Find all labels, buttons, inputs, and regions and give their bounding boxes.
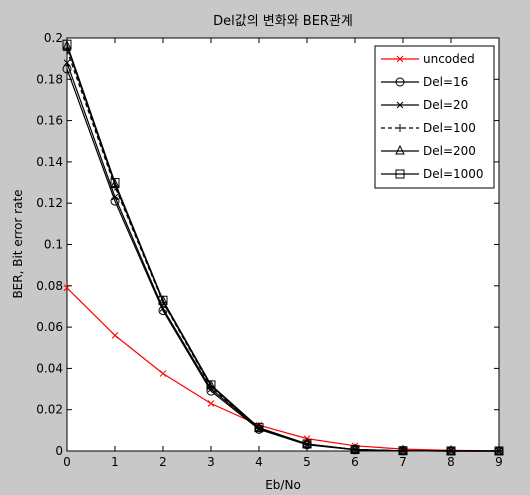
data-point [207,400,215,407]
legend-marker [396,124,404,132]
y-axis-label: BER, Bit error rate [11,189,25,298]
data-point [62,40,72,50]
data-point [159,370,167,377]
series-line [66,44,499,452]
data-point [63,59,71,67]
data-point [494,446,504,456]
legend-entry: uncoded [381,52,475,66]
data-point [446,444,456,455]
data-point [111,332,119,339]
data-point [398,446,408,456]
legend-label: uncoded [423,52,475,66]
y-tick-label: 0.2 [44,31,63,45]
legend-label: Del=200 [423,144,476,158]
y-tick-label: 0.02 [36,403,63,417]
data-point [110,178,120,189]
data-point [63,284,71,292]
x-tick-label: 9 [495,455,503,469]
legend-marker [395,169,405,179]
data-point [158,295,168,305]
data-point [302,439,312,449]
data-point [62,39,72,49]
chart-title: Del값의 변화와 BER관계 [213,14,353,29]
legend: uncoded Del=16 Del=20 Del=100 Del=200 Del=100… [374,45,495,189]
y-tick-label: 0.18 [36,72,63,86]
data-point [62,64,72,74]
x-tick-label: 7 [399,455,407,469]
x-tick-label: 3 [207,455,215,469]
legend-entry: Del=200 [381,144,476,158]
x-tick-label: 1 [111,455,119,469]
axis-ticks: 0 1 2 3 4 5 6 7 8 9 0 0.02 0.04 0.06 0.08 0.1 0.12 0.14 0.… [36,31,503,469]
legend-marker [395,144,405,155]
y-tick-label: 0.16 [36,114,63,128]
data-point [254,421,264,432]
y-tick-label: 0.08 [36,279,63,293]
data-point [494,444,504,455]
data-point [206,380,216,390]
x-tick-label: 0 [63,455,71,469]
data-point [350,443,360,454]
x-tick-label: 5 [303,455,311,469]
x-tick-label: 8 [447,455,455,469]
data-point [110,178,120,188]
x-axis-label: Eb/No [265,478,301,492]
legend-entry: Del=100 [381,121,476,135]
y-tick-label: 0.14 [36,155,63,169]
data-point [254,423,264,433]
data-point [111,193,119,201]
x-tick-label: 4 [255,455,263,469]
legend-entry: Del=16 [381,75,468,89]
legend-marker [395,77,405,87]
data-point [398,444,408,455]
legend-entry: Del=1000 [381,167,484,181]
legend-label: Del=20 [423,98,468,112]
legend-entry: Del=20 [381,98,468,112]
data-point [350,445,360,455]
y-tick-label: 0.12 [36,196,63,210]
series-del-1000 [62,39,504,456]
y-tick-label: 0.1 [44,238,63,252]
x-tick-label: 6 [351,455,359,469]
x-tick-label: 2 [159,455,167,469]
legend-label: Del=100 [423,121,476,135]
legend-marker [396,101,404,109]
y-tick-label: 0.06 [36,320,63,334]
legend-box [374,45,495,189]
legend-label: Del=16 [423,75,468,89]
legend-marker [396,55,404,63]
data-point [158,306,168,316]
y-tick-label: 0.04 [36,361,63,375]
series-group [62,39,504,456]
series-line [66,287,500,452]
data-point [446,446,456,456]
y-tick-label: 0 [55,444,63,458]
legend-label: Del=1000 [423,167,484,181]
